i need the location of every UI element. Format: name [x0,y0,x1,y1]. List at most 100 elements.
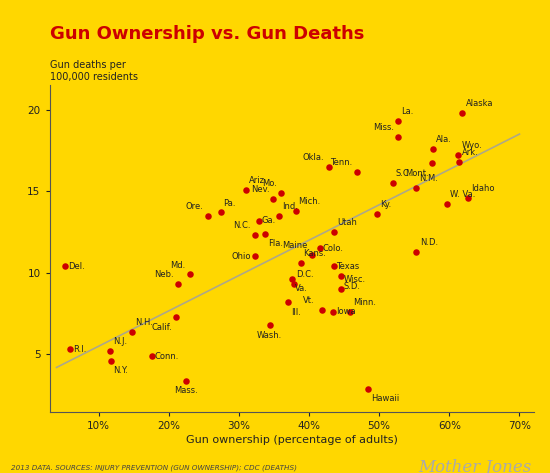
Point [464,194,472,201]
Point [364,385,372,393]
Text: Fla.: Fla. [268,239,283,248]
Point [173,280,182,288]
Point [288,276,296,283]
Point [181,377,190,384]
Text: Ill.: Ill. [291,308,301,317]
Point [412,184,421,192]
Point [241,186,250,193]
Point [324,163,333,171]
Point [307,251,316,259]
Point [443,201,452,208]
Text: Idaho: Idaho [471,184,494,193]
Text: Del.: Del. [68,262,85,271]
Text: S.C.: S.C. [395,169,412,178]
Text: Wisc.: Wisc. [343,275,366,284]
Point [172,313,181,321]
Point [128,328,136,335]
Text: Mont.: Mont. [405,169,429,178]
Text: Ariz.: Ariz. [249,175,267,184]
Text: Hawaii: Hawaii [371,394,399,403]
Point [296,259,305,267]
Point [204,212,212,219]
Point [106,347,114,355]
Text: 2013 DATA. SOURCES: INJURY PREVENTION (GUN OWNERSHIP); CDC (DEATHS): 2013 DATA. SOURCES: INJURY PREVENTION (G… [11,464,297,471]
Text: Wyo.: Wyo. [461,141,482,150]
Text: Miss.: Miss. [373,123,394,132]
Text: Iowa: Iowa [336,307,355,316]
Point [388,179,397,187]
Point [60,263,69,270]
Text: N.C.: N.C. [233,221,251,230]
Text: Maine: Maine [282,241,307,250]
Point [147,352,156,360]
Text: Tenn.: Tenn. [331,158,353,167]
Point [455,158,464,166]
Point [274,212,283,219]
Text: Mo.: Mo. [262,179,277,188]
Point [373,210,382,218]
Text: Mich.: Mich. [299,197,321,206]
Text: N.J.: N.J. [113,337,127,346]
Text: Alaska: Alaska [466,99,494,108]
Point [428,160,437,167]
Text: Minn.: Minn. [353,298,376,307]
Point [254,217,263,224]
Point [346,308,355,316]
Point [185,271,194,278]
Text: Neb.: Neb. [154,271,174,280]
Text: Ky.: Ky. [380,200,391,209]
Point [261,230,270,237]
Text: Texas: Texas [337,262,360,271]
Point [277,189,285,197]
Point [394,133,403,141]
Point [330,228,339,236]
Text: Kans.: Kans. [304,249,326,258]
Point [458,109,466,117]
Point [251,253,260,260]
Text: Gun deaths per
100,000 residents: Gun deaths per 100,000 residents [50,60,138,82]
Point [216,209,225,216]
Text: Okla.: Okla. [303,153,324,162]
Text: Ind.: Ind. [282,202,298,211]
Text: N.M.: N.M. [419,174,438,183]
Point [289,280,298,288]
Point [107,357,116,365]
Point [317,307,326,314]
Text: La.: La. [401,107,413,116]
Text: Utah: Utah [337,218,357,227]
Point [336,285,345,293]
Text: Gun Ownership vs. Gun Deaths: Gun Ownership vs. Gun Deaths [50,25,364,43]
Point [65,346,74,353]
Text: Ark.: Ark. [462,148,478,157]
Point [265,321,274,329]
Text: N.Y.: N.Y. [113,366,128,375]
Text: Vt.: Vt. [303,297,315,306]
Point [394,117,403,125]
Text: R.I.: R.I. [73,345,86,354]
Point [328,308,337,316]
Text: Calif.: Calif. [151,323,172,332]
Text: Pa.: Pa. [223,199,236,208]
Text: Colo.: Colo. [322,244,343,253]
Text: Ore.: Ore. [186,202,204,211]
Point [315,245,324,252]
Text: S.D.: S.D. [343,282,360,291]
Text: W. Va.: W. Va. [450,190,475,200]
Point [292,207,300,215]
Point [251,231,260,239]
Text: Mass.: Mass. [174,386,197,395]
Text: Mother Jones: Mother Jones [418,459,531,473]
Point [329,263,338,270]
Text: Md.: Md. [170,261,185,270]
Text: N.D.: N.D. [421,238,439,247]
Point [353,168,361,175]
Text: Va.: Va. [295,284,308,293]
X-axis label: Gun ownership (percentage of adults): Gun ownership (percentage of adults) [185,435,398,445]
Text: Ga.: Ga. [261,216,276,225]
Point [454,151,463,159]
Text: Nev.: Nev. [251,185,270,194]
Text: Wash.: Wash. [257,331,282,340]
Point [269,196,278,203]
Text: N.H.: N.H. [135,318,153,327]
Text: Ala.: Ala. [436,135,452,144]
